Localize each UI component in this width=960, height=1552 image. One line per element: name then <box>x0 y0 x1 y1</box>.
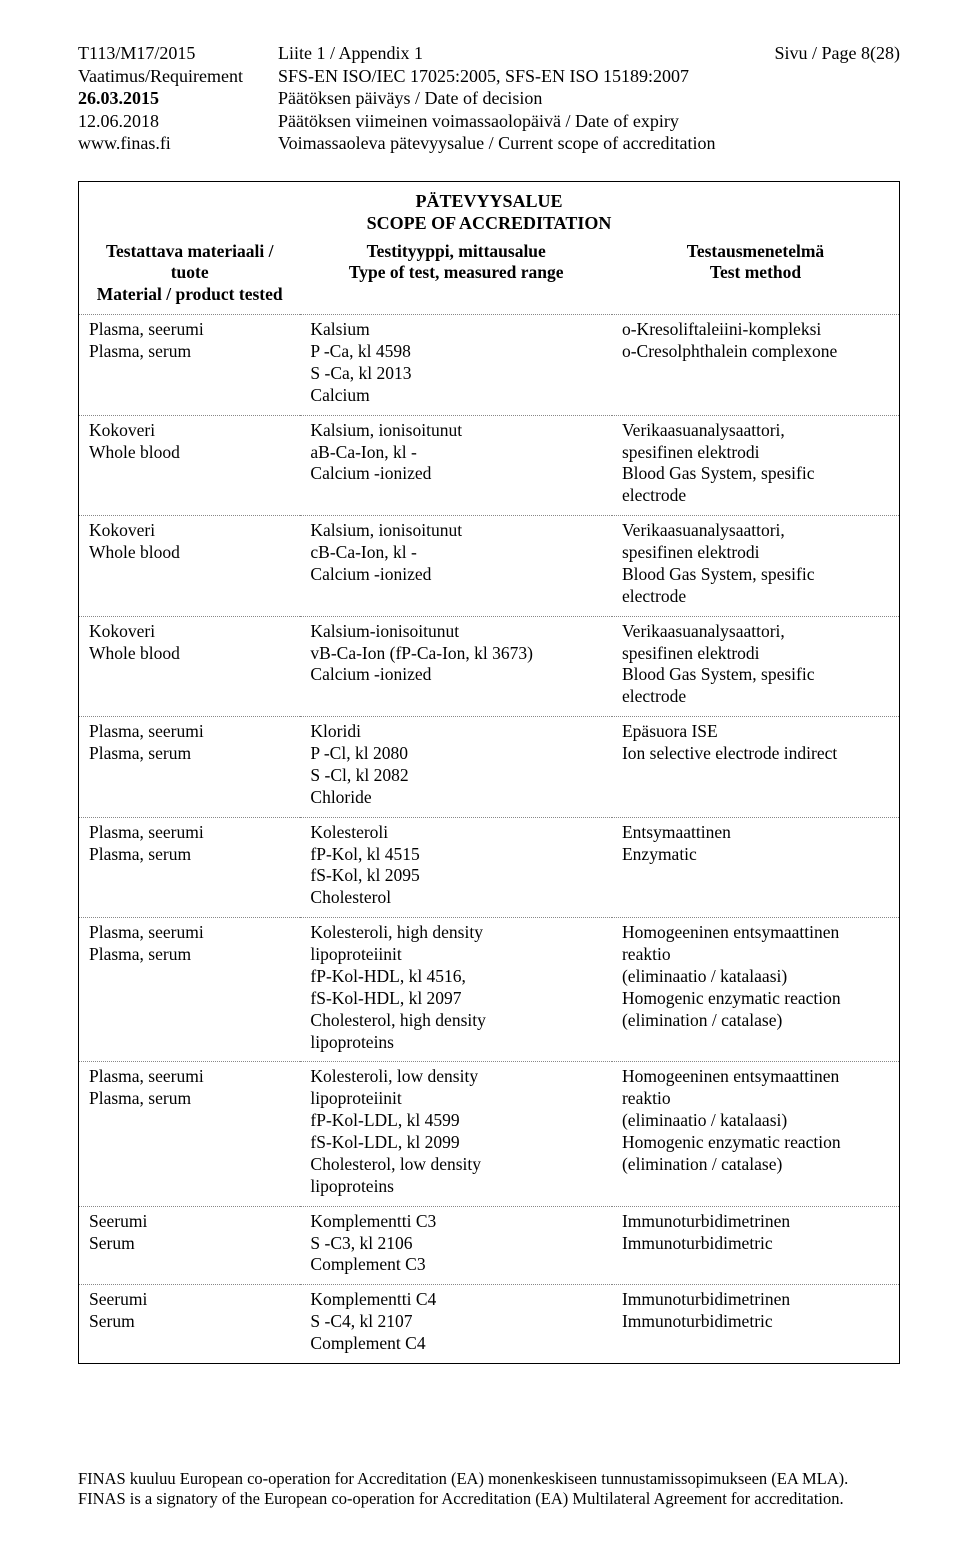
cell-method: Verikaasuanalysaattori,spesifinen elektr… <box>612 616 899 717</box>
table-row: SeerumiSerumKomplementti C4S -C4, kl 210… <box>79 1285 899 1363</box>
table-header-row: Testattava materiaali / tuote Material /… <box>79 241 899 315</box>
scope-text: Voimassaoleva pätevyysalue / Current sco… <box>278 132 740 155</box>
cell-method: o-Kresoliftaleiini-kompleksio-Cresolphth… <box>612 315 899 416</box>
accreditation-table: Testattava materiaali / tuote Material /… <box>79 241 899 1363</box>
table-row: KokoveriWhole bloodKalsium, ionisoitunut… <box>79 415 899 516</box>
cell-test: Kalsium-ionisoitunutvB-Ca-Ion (fP-Ca-Ion… <box>300 616 612 717</box>
expiry-date: 12.06.2018 <box>78 110 278 133</box>
requirement-label: Vaatimus/Requirement <box>78 65 278 88</box>
header-right-col: Sivu / Page 8(28) <box>740 42 900 155</box>
box-title-fi: PÄTEVYYSALUE <box>79 190 899 213</box>
cell-method: Epäsuora ISEIon selective electrode indi… <box>612 717 899 818</box>
appendix-label: Liite 1 / Appendix 1 <box>278 42 740 65</box>
cell-test: Kolesteroli, high densitylipoproteiinitf… <box>300 918 612 1062</box>
cell-material: KokoveriWhole blood <box>79 415 300 516</box>
site-url: www.finas.fi <box>78 132 278 155</box>
table-row: Plasma, seerumiPlasma, serumKolesterolif… <box>79 817 899 918</box>
page-number: Sivu / Page 8(28) <box>740 42 900 65</box>
box-heading: PÄTEVYYSALUE SCOPE OF ACCREDITATION <box>79 182 899 241</box>
col-header-material: Testattava materiaali / tuote Material /… <box>79 241 300 315</box>
header-left-col: T113/M17/2015 Vaatimus/Requirement 26.03… <box>78 42 278 155</box>
cell-method: Verikaasuanalysaattori,spesifinen elektr… <box>612 415 899 516</box>
cell-material: Plasma, seerumiPlasma, serum <box>79 1062 300 1206</box>
col-header-method-en: Test method <box>710 262 801 282</box>
cell-material: Plasma, seerumiPlasma, serum <box>79 315 300 416</box>
cell-test: KolesterolifP-Kol, kl 4515fS-Kol, kl 209… <box>300 817 612 918</box>
cell-method: Verikaasuanalysaattori,spesifinen elektr… <box>612 516 899 617</box>
cell-material: Plasma, seerumiPlasma, serum <box>79 918 300 1062</box>
cell-test: Komplementti C3S -C3, kl 2106Complement … <box>300 1206 612 1285</box>
doc-code: T113/M17/2015 <box>78 42 278 65</box>
table-row: KokoveriWhole bloodKalsium, ionisoitunut… <box>79 516 899 617</box>
cell-test: KalsiumP -Ca, kl 4598S -Ca, kl 2013Calci… <box>300 315 612 416</box>
col-header-method: Testausmenetelmä Test method <box>612 241 899 315</box>
col-header-method-fi: Testausmenetelmä <box>687 241 824 261</box>
cell-material: Plasma, seerumiPlasma, serum <box>79 817 300 918</box>
cell-method: ImmunoturbidimetrinenImmunoturbidimetric <box>612 1206 899 1285</box>
col-header-test-fi: Testityyppi, mittausalue <box>367 241 546 261</box>
cell-material: KokoveriWhole blood <box>79 616 300 717</box>
cell-test: Komplementti C4S -C4, kl 2107Complement … <box>300 1285 612 1363</box>
decision-date-text: Päätöksen päiväys / Date of decision <box>278 87 740 110</box>
accreditation-box: PÄTEVYYSALUE SCOPE OF ACCREDITATION Test… <box>78 181 900 1364</box>
page-footer: FINAS kuuluu European co-operation for A… <box>78 1469 900 1510</box>
decision-date: 26.03.2015 <box>78 87 278 110</box>
cell-method: EntsymaattinenEnzymatic <box>612 817 899 918</box>
table-body: Plasma, seerumiPlasma, serumKalsiumP -Ca… <box>79 315 899 1363</box>
col-header-test-en: Type of test, measured range <box>349 262 564 282</box>
cell-material: Plasma, seerumiPlasma, serum <box>79 717 300 818</box>
page-header: T113/M17/2015 Vaatimus/Requirement 26.03… <box>78 42 900 155</box>
expiry-date-text: Päätöksen viimeinen voimassaolopäivä / D… <box>278 110 740 133</box>
cell-material: SeerumiSerum <box>79 1206 300 1285</box>
col-header-test: Testityyppi, mittausalue Type of test, m… <box>300 241 612 315</box>
table-row: KokoveriWhole bloodKalsium-ionisoitunutv… <box>79 616 899 717</box>
table-row: Plasma, seerumiPlasma, serumKalsiumP -Ca… <box>79 315 899 416</box>
header-mid-col: Liite 1 / Appendix 1 SFS-EN ISO/IEC 1702… <box>278 42 740 155</box>
cell-material: SeerumiSerum <box>79 1285 300 1363</box>
cell-test: Kalsium, ionisoitunutcB-Ca-Ion, kl -Calc… <box>300 516 612 617</box>
footer-line-2: FINAS is a signatory of the European co-… <box>78 1489 900 1510</box>
box-title-en: SCOPE OF ACCREDITATION <box>79 212 899 235</box>
cell-material: KokoveriWhole blood <box>79 516 300 617</box>
cell-method: Homogeeninen entsymaattinenreaktio(elimi… <box>612 1062 899 1206</box>
table-row: Plasma, seerumiPlasma, serumKloridiP -Cl… <box>79 717 899 818</box>
table-row: SeerumiSerumKomplementti C3S -C3, kl 210… <box>79 1206 899 1285</box>
cell-method: Homogeeninen entsymaattinenreaktio(elimi… <box>612 918 899 1062</box>
page: T113/M17/2015 Vaatimus/Requirement 26.03… <box>0 0 960 1552</box>
footer-line-1: FINAS kuuluu European co-operation for A… <box>78 1469 900 1490</box>
cell-test: Kolesteroli, low densitylipoproteiinitfP… <box>300 1062 612 1206</box>
table-row: Plasma, seerumiPlasma, serumKolesteroli,… <box>79 1062 899 1206</box>
table-row: Plasma, seerumiPlasma, serumKolesteroli,… <box>79 918 899 1062</box>
col-header-material-fi: Testattava materiaali / tuote <box>106 241 274 283</box>
cell-test: Kalsium, ionisoitunutaB-Ca-Ion, kl -Calc… <box>300 415 612 516</box>
requirement-text: SFS-EN ISO/IEC 17025:2005, SFS-EN ISO 15… <box>278 65 740 88</box>
cell-method: ImmunoturbidimetrinenImmunoturbidimetric <box>612 1285 899 1363</box>
col-header-material-en: Material / product tested <box>97 284 283 304</box>
cell-test: KloridiP -Cl, kl 2080S -Cl, kl 2082Chlor… <box>300 717 612 818</box>
